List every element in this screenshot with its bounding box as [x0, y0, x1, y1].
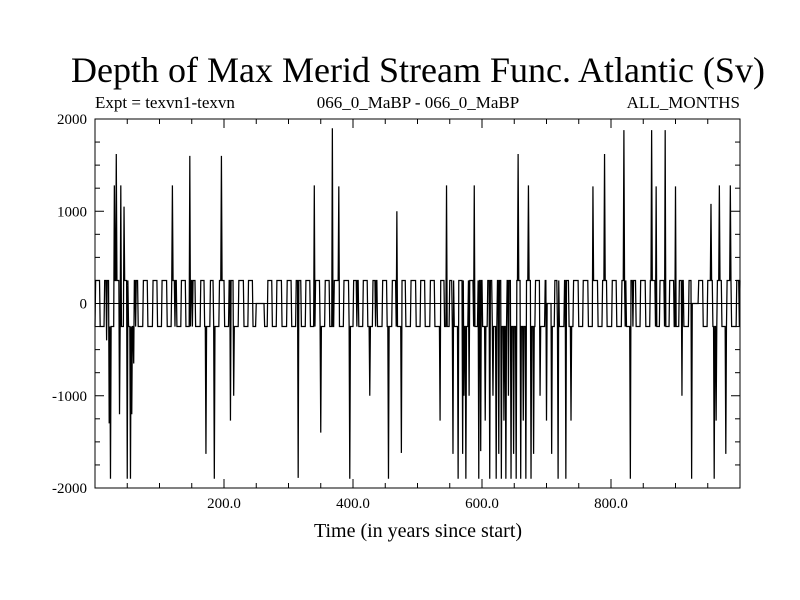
- x-tick-label: 600.0: [465, 496, 499, 512]
- y-tick-label: 0: [80, 297, 88, 313]
- plot-series: [94, 128, 741, 479]
- x-tick-label: 200.0: [207, 496, 241, 512]
- x-tick-label: 800.0: [594, 496, 628, 512]
- subtitle-center: 066_0_MaBP - 066_0_MaBP: [317, 93, 519, 112]
- y-tick-label: -1000: [52, 389, 87, 405]
- chart-title: Depth of Max Merid Stream Func. Atlantic…: [71, 50, 765, 90]
- plot-frame: [94, 118, 741, 489]
- y-tick-label: 2000: [57, 112, 87, 128]
- x-axis: 200.0 400.0 600.0 800.0: [126, 119, 709, 512]
- series-line: [94, 128, 741, 479]
- y-tick-label: -2000: [52, 481, 87, 497]
- subtitle-left: Expt = texvn1-texvn: [95, 93, 235, 112]
- subtitle-right: ALL_MONTHS: [627, 93, 740, 112]
- x-tick-label: 400.0: [336, 496, 370, 512]
- y-tick-label: 1000: [57, 204, 87, 220]
- x-axis-label: Time (in years since start): [314, 520, 522, 542]
